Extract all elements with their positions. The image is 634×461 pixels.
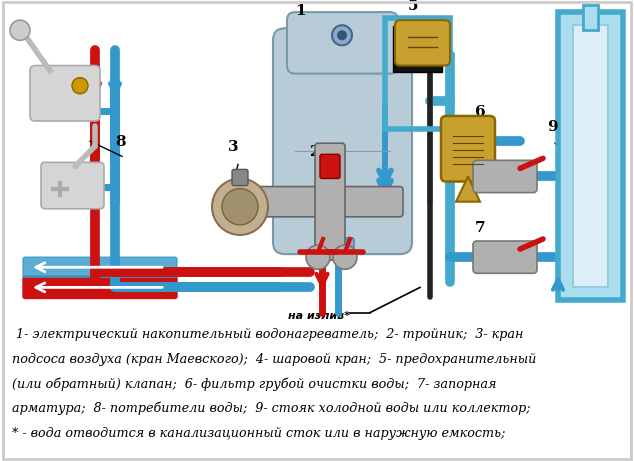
Circle shape [212,178,268,235]
FancyBboxPatch shape [473,160,537,193]
FancyBboxPatch shape [558,12,623,300]
Text: 7: 7 [475,221,486,235]
FancyBboxPatch shape [399,32,436,65]
Circle shape [306,245,330,269]
Polygon shape [456,177,480,202]
Text: 8: 8 [115,135,126,149]
Circle shape [10,20,30,41]
Text: на излив*: на излив* [288,311,350,320]
FancyBboxPatch shape [23,276,177,299]
Text: 1: 1 [295,4,306,18]
Text: 3: 3 [228,140,238,154]
Text: http://...: http://... [297,237,337,247]
Text: 2: 2 [310,145,321,160]
Circle shape [337,30,347,41]
FancyBboxPatch shape [330,238,354,260]
Text: * - вода отводится в канализационный сток или в наружную емкость;: * - вода отводится в канализационный сто… [12,426,505,440]
Text: 4: 4 [362,206,373,220]
Circle shape [332,25,352,45]
FancyBboxPatch shape [315,143,345,260]
FancyBboxPatch shape [320,154,340,178]
Circle shape [333,245,357,269]
FancyBboxPatch shape [41,162,104,209]
Text: (или обратный) клапан;  6- фильтр грубой очистки воды;  7- запорная: (или обратный) клапан; 6- фильтр грубой … [12,378,496,391]
FancyBboxPatch shape [30,65,100,121]
Text: 9: 9 [547,120,558,134]
Circle shape [222,189,258,225]
FancyBboxPatch shape [23,257,177,278]
FancyBboxPatch shape [273,28,412,254]
FancyBboxPatch shape [287,12,398,74]
FancyBboxPatch shape [232,170,248,185]
FancyBboxPatch shape [395,20,450,65]
FancyBboxPatch shape [573,25,608,287]
FancyBboxPatch shape [393,26,442,71]
Text: 5: 5 [408,0,418,13]
FancyBboxPatch shape [441,116,495,182]
Text: подсоса воздуха (кран Маевского);  4- шаровой кран;  5- предохранительный: подсоса воздуха (кран Маевского); 4- шар… [12,353,536,366]
Text: 1- электрический накопительный водонагреватель;  2- тройник;  3- кран: 1- электрический накопительный водонагре… [12,328,524,341]
FancyBboxPatch shape [583,5,598,30]
FancyBboxPatch shape [473,241,537,273]
Text: 6: 6 [475,105,486,119]
FancyBboxPatch shape [257,187,403,217]
Circle shape [72,77,88,94]
Text: арматура;  8- потребители воды;  9- стояк холодной воды или коллектор;: арматура; 8- потребители воды; 9- стояк … [12,402,531,415]
